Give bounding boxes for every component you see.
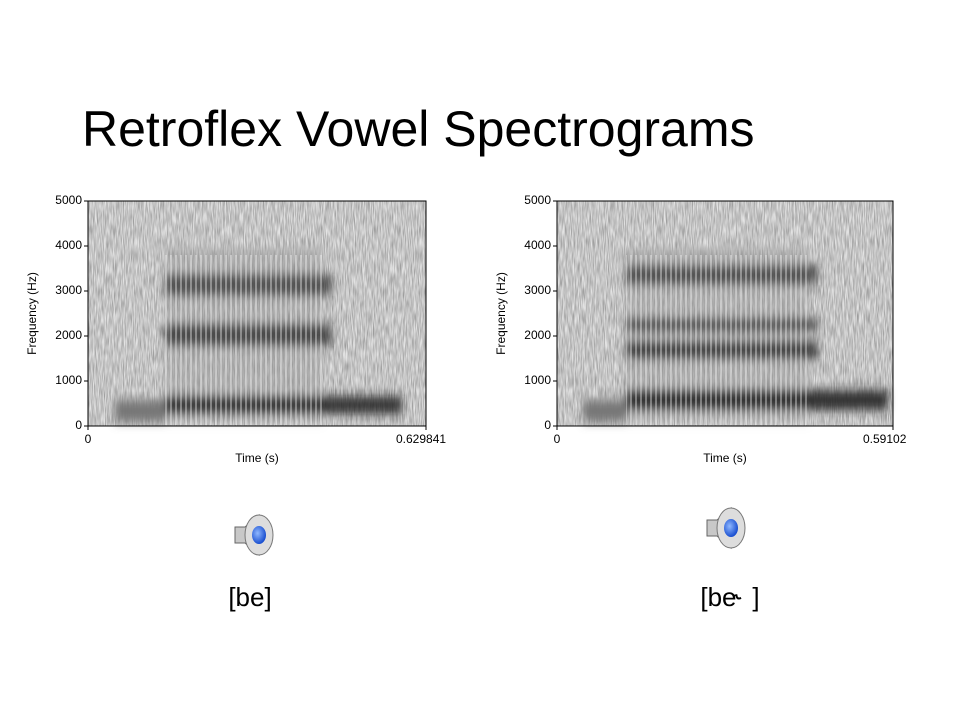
x-tick-label: 0 <box>554 432 561 446</box>
y-tick-label: 5000 <box>524 193 551 207</box>
x-axis-label: Time (s) <box>703 451 747 465</box>
y-tick-label: 1000 <box>55 373 82 387</box>
x-tick-label: 0.59102 <box>863 432 907 446</box>
striations <box>165 255 322 425</box>
y-tick-label: 1000 <box>524 373 551 387</box>
x-tick-label: 0.629841 <box>396 432 446 446</box>
audio-button[interactable] <box>706 506 746 550</box>
voicing <box>115 400 165 422</box>
audio-button[interactable] <box>234 513 274 557</box>
spectrogram: 0 1000 2000 3000 4000 5000 0 0.59102 Time (s) Fre… <box>494 193 907 612</box>
y-axis-label: Frequency (Hz) <box>494 272 508 355</box>
caption: [be] <box>228 582 271 612</box>
y-tick-label: 4000 <box>55 238 82 252</box>
y-axis-label: Frequency (Hz) <box>25 272 39 355</box>
x-tick-label: 0 <box>85 432 92 446</box>
voicing <box>583 400 626 422</box>
speaker-center <box>724 519 738 537</box>
plot-frame <box>556 200 894 427</box>
y-tick-label: 5000 <box>55 193 82 207</box>
y-tick-label: 2000 <box>524 328 551 342</box>
speaker-center <box>252 526 266 544</box>
y-tick-label: 0 <box>75 418 82 432</box>
y-tick-label: 3000 <box>524 283 551 297</box>
plot-frame <box>87 200 427 427</box>
y-tick-label: 3000 <box>55 283 82 297</box>
y-tick-label: 0 <box>544 418 551 432</box>
x-axis-label: Time (s) <box>235 451 279 465</box>
y-tick-label: 4000 <box>524 238 551 252</box>
caption: [be˞ ] <box>700 582 759 612</box>
slide-title: Retroflex Vowel Spectrograms <box>82 101 755 157</box>
spectrogram: 0 1000 2000 3000 4000 5000 0 0.629841 Time (s) Fr… <box>25 193 446 612</box>
striations <box>626 255 808 425</box>
y-tick-label: 2000 <box>55 328 82 342</box>
